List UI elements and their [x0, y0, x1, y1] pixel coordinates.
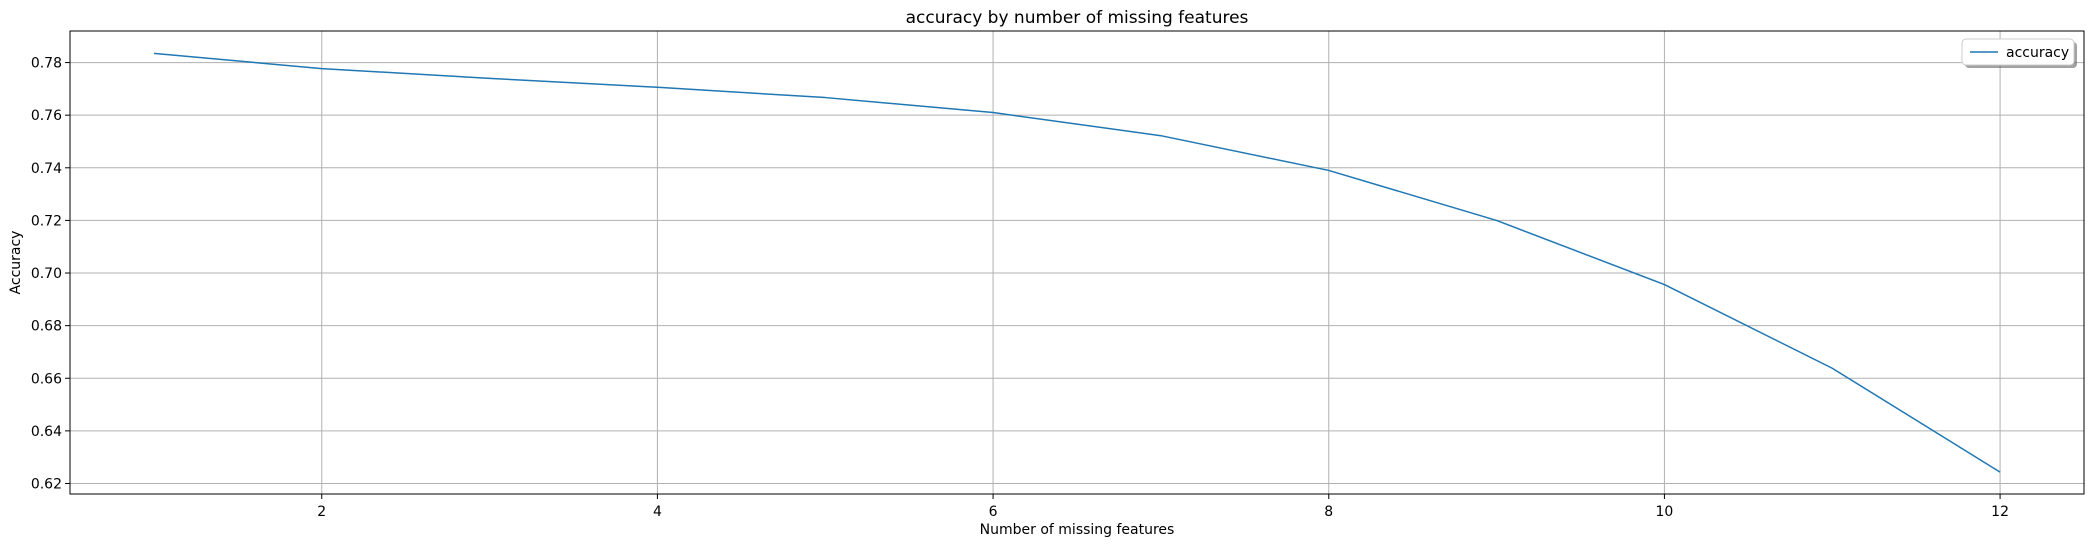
y-tick-label: 0.78	[31, 56, 62, 72]
legend: accuracy	[1961, 38, 2077, 68]
legend-entry-accuracy: accuracy	[2006, 45, 2069, 61]
x-axis-label: Number of missing features	[980, 522, 1175, 538]
y-tick-label: 0.76	[31, 108, 62, 124]
y-tick-label: 0.62	[31, 476, 62, 492]
y-tick-label: 0.74	[31, 161, 62, 177]
series-layer	[153, 52, 2001, 473]
y-tick-label: 0.72	[31, 213, 62, 229]
series-line-accuracy	[153, 52, 2001, 473]
x-tick-label: 12	[1991, 504, 2009, 520]
y-tick-label: 0.66	[31, 371, 62, 387]
chart-title: accuracy by number of missing features	[906, 8, 1249, 28]
legend-box	[1961, 38, 2075, 66]
x-tick-label: 10	[1656, 504, 1674, 520]
y-tick-label: 0.70	[31, 266, 62, 282]
y-axis-ticks: 0.62 0.64 0.66 0.68 0.70 0.72 0.74 0.76 0.78	[31, 56, 70, 492]
x-tick-label: 2	[317, 504, 326, 520]
x-axis-ticks: 2 4 6 8 10 12	[317, 494, 2009, 520]
plot-frame	[69, 30, 2085, 495]
x-tick-label: 8	[1324, 504, 1333, 520]
y-tick-label: 0.64	[31, 424, 62, 440]
x-tick-label: 6	[989, 504, 998, 520]
x-tick-label: 4	[653, 504, 662, 520]
y-axis-label: Accuracy	[8, 231, 24, 295]
y-tick-label: 0.68	[31, 319, 62, 335]
